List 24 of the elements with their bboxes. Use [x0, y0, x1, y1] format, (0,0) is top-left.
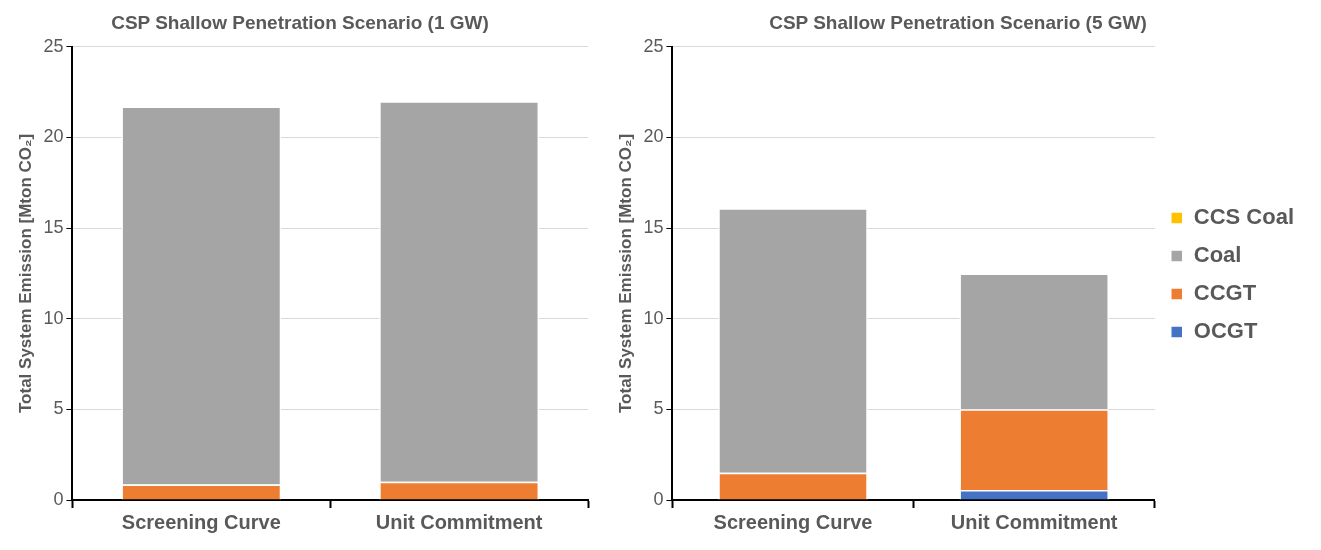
y-tick-label: 5 [653, 398, 664, 419]
y-axis-title: Total System Emission [Mton CO₂] [615, 133, 635, 414]
y-tick-label: 15 [643, 217, 664, 238]
y-tick-label: 15 [43, 217, 64, 238]
x-tick-label: Screening Curve [713, 510, 873, 533]
y-tick-label: 25 [43, 35, 64, 56]
y-tick-label: 20 [43, 126, 64, 147]
legend-label: Coal [1193, 242, 1242, 268]
y-tick-label: 0 [53, 488, 64, 509]
x-tick-label: Unit Commitment [950, 510, 1118, 533]
chart-title: CSP Shallow Penetration Scenario (1 GW) [111, 11, 489, 33]
x-tick-label: Unit Commitment [375, 510, 543, 533]
chart-title: CSP Shallow Penetration Scenario (5 GW) [769, 11, 1147, 33]
y-tick-label: 0 [653, 488, 664, 509]
legend-label: CCS Coal [1193, 204, 1295, 230]
y-tick-label: 25 [643, 35, 664, 56]
y-axis-title: Total System Emission [Mton CO₂] [15, 133, 35, 414]
y-tick-label: 20 [643, 126, 664, 147]
y-tick-label: 5 [53, 398, 64, 419]
legend-label: OCGT [1193, 318, 1258, 344]
legend-label: CCGT [1193, 280, 1257, 306]
y-tick-label: 10 [43, 307, 64, 328]
x-tick-label: Screening Curve [121, 510, 281, 533]
y-tick-label: 10 [643, 307, 664, 328]
